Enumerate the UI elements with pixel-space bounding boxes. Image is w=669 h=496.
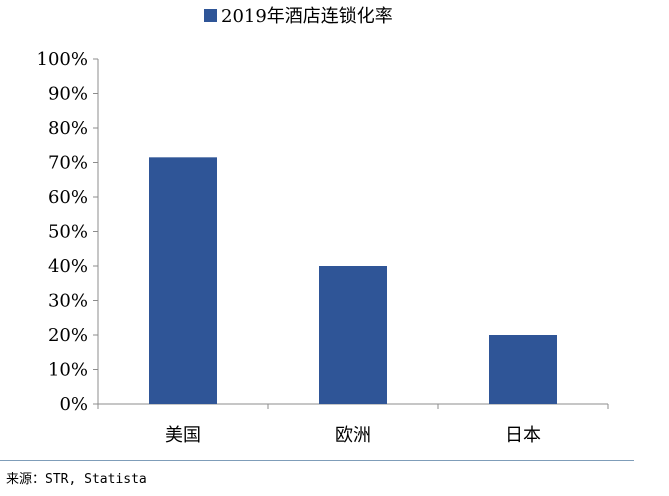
y-tick-label: 40% <box>48 256 88 277</box>
bar-chart: 2019年酒店连锁化率 0% 10% 20% 30% 40% 50% 60% 70% 80% 90… <box>37 6 609 446</box>
y-tick-label: 20% <box>48 325 88 346</box>
legend-swatch <box>204 9 217 22</box>
legend-label: 2019年酒店连锁化率 <box>221 6 393 27</box>
source-divider <box>0 460 634 461</box>
x-category-label: 美国 <box>165 425 201 446</box>
y-tick-label: 50% <box>48 222 88 243</box>
x-axis-categories: 美国 欧洲 日本 <box>97 404 609 446</box>
chart-legend: 2019年酒店连锁化率 <box>204 6 393 27</box>
y-tick-label: 80% <box>48 118 88 139</box>
source-note: 来源：STR, Statista <box>6 472 147 487</box>
y-tick-label: 60% <box>48 187 88 208</box>
x-category-label: 日本 <box>505 425 541 446</box>
y-tick-label: 90% <box>48 84 88 105</box>
y-axis-ticks: 0% 10% 20% 30% 40% 50% 60% 70% 80% 90% 100% <box>37 49 98 415</box>
y-tick-label: 0% <box>59 394 88 415</box>
chart-bars <box>149 157 557 404</box>
y-tick-label: 100% <box>37 49 88 70</box>
bar <box>319 266 387 404</box>
bar <box>149 157 217 404</box>
y-tick-label: 70% <box>48 153 88 174</box>
bar <box>489 335 557 404</box>
y-tick-label: 30% <box>48 291 88 312</box>
y-tick-label: 10% <box>48 360 88 381</box>
x-category-label: 欧洲 <box>335 425 371 446</box>
